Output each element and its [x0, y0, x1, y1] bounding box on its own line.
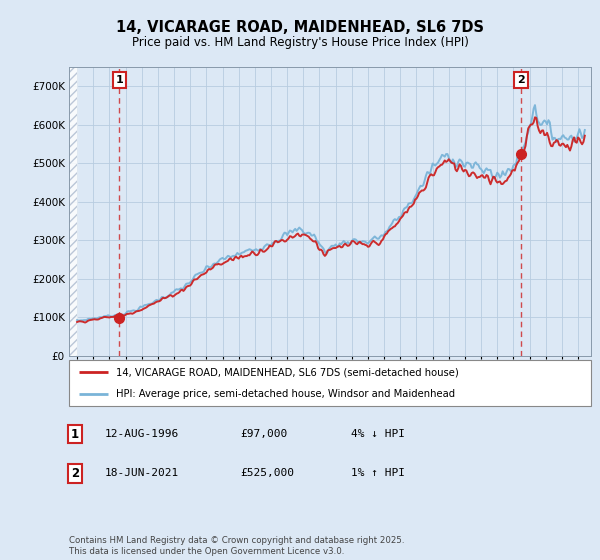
Text: 1: 1: [116, 75, 123, 85]
Text: 4% ↓ HPI: 4% ↓ HPI: [351, 429, 405, 439]
Text: 2: 2: [517, 75, 525, 85]
Text: 12-AUG-1996: 12-AUG-1996: [105, 429, 179, 439]
Text: Contains HM Land Registry data © Crown copyright and database right 2025.
This d: Contains HM Land Registry data © Crown c…: [69, 536, 404, 556]
Text: 14, VICARAGE ROAD, MAIDENHEAD, SL6 7DS (semi-detached house): 14, VICARAGE ROAD, MAIDENHEAD, SL6 7DS (…: [116, 367, 459, 377]
Text: 18-JUN-2021: 18-JUN-2021: [105, 468, 179, 478]
Text: £525,000: £525,000: [240, 468, 294, 478]
Text: HPI: Average price, semi-detached house, Windsor and Maidenhead: HPI: Average price, semi-detached house,…: [116, 389, 455, 399]
Text: 1: 1: [71, 427, 79, 441]
Text: £97,000: £97,000: [240, 429, 287, 439]
Text: 2: 2: [71, 466, 79, 480]
Text: Price paid vs. HM Land Registry's House Price Index (HPI): Price paid vs. HM Land Registry's House …: [131, 36, 469, 49]
Text: 1% ↑ HPI: 1% ↑ HPI: [351, 468, 405, 478]
Text: 14, VICARAGE ROAD, MAIDENHEAD, SL6 7DS: 14, VICARAGE ROAD, MAIDENHEAD, SL6 7DS: [116, 20, 484, 35]
Bar: [69, 67, 77, 356]
FancyBboxPatch shape: [69, 360, 591, 406]
